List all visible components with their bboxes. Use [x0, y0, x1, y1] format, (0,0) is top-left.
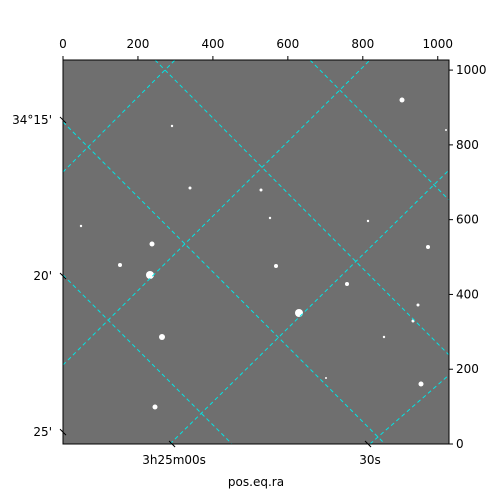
y-tick-label: 0 — [456, 437, 464, 451]
star — [274, 264, 278, 268]
star — [325, 377, 327, 379]
star — [146, 271, 154, 279]
star — [416, 303, 420, 307]
star — [366, 219, 370, 223]
coordinate-grid-line — [309, 60, 449, 201]
y-tick-label: 400 — [456, 287, 479, 301]
x-tick-label: 1000 — [422, 37, 453, 51]
x-tick-label: 400 — [201, 37, 224, 51]
star — [159, 334, 165, 340]
ra-tick-label: 30s — [359, 453, 381, 467]
dec-tick-label: 20' — [33, 269, 52, 283]
star — [152, 404, 158, 410]
star — [426, 245, 430, 249]
coordinate-grid — [63, 60, 449, 444]
stars — [79, 97, 447, 410]
x-tick-label: 800 — [351, 37, 374, 51]
star — [118, 263, 122, 267]
dec-tick-label: 34°15' — [12, 113, 52, 127]
dec-tick-label: 25' — [33, 425, 52, 439]
y-tick-label: 200 — [456, 362, 479, 376]
coordinate-grid-line — [63, 274, 233, 444]
star — [149, 241, 155, 247]
coordinate-grid-line — [63, 60, 176, 173]
star — [382, 335, 386, 339]
star — [295, 309, 303, 317]
star — [259, 188, 263, 192]
ra-tick — [168, 440, 176, 448]
star — [418, 381, 424, 387]
star — [345, 282, 349, 286]
coordinate-grid-line — [63, 60, 371, 366]
coordinate-grid-line — [63, 121, 386, 444]
y-tick-label: 1000 — [456, 63, 487, 77]
coordinate-grid-line — [369, 374, 449, 444]
plot-frame — [62, 59, 450, 445]
star — [170, 124, 174, 128]
dec-tick — [59, 428, 67, 436]
star — [399, 97, 405, 103]
x-tick-label: 200 — [126, 37, 149, 51]
star — [445, 129, 447, 131]
x-tick-label: 0 — [59, 37, 67, 51]
star — [268, 216, 272, 220]
x-tick-label: 600 — [276, 37, 299, 51]
star — [79, 224, 83, 228]
x-axis-label: pos.eq.ra — [228, 475, 284, 489]
sky-image — [63, 60, 449, 444]
coordinate-grid-line — [169, 169, 449, 444]
dec-tick — [59, 272, 67, 280]
y-tick-label: 800 — [456, 138, 479, 152]
ra-tick — [364, 440, 372, 448]
star — [188, 186, 192, 190]
dec-tick — [59, 116, 67, 124]
y-tick-label: 600 — [456, 213, 479, 227]
ra-tick-label: 3h25m00s — [142, 453, 206, 467]
